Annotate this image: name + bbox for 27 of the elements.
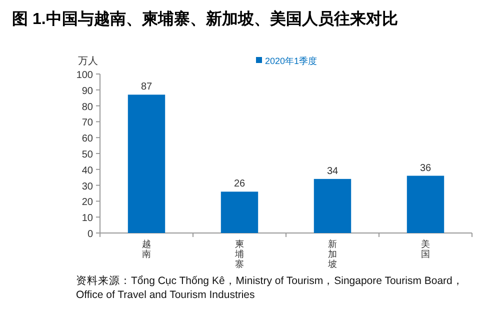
bar: [314, 178, 352, 233]
y-tick-label: 10: [82, 213, 94, 224]
y-tick-label: 100: [76, 70, 94, 81]
y-tick-label: 80: [82, 102, 94, 113]
y-tick-label: 90: [82, 86, 94, 97]
y-tick-label: 60: [82, 134, 94, 145]
bar: [128, 94, 166, 233]
y-tick-label: 70: [82, 118, 94, 129]
y-tick-label: 50: [82, 150, 94, 160]
y-tick-label: 20: [82, 197, 94, 208]
x-tick-label: 美国: [421, 239, 430, 259]
x-tick-label: 越南: [142, 239, 151, 259]
chart-title: 图 1.中国与越南、柬埔寨、新加坡、美国人员往来对比: [12, 9, 398, 28]
x-tick-label: 柬埔寨: [234, 239, 244, 269]
text: 资料来源：Tổng Cục Thống Kê，Ministry of Tourism，Singapore Tourism Board，Office of Travel and Tourism Industries: [76, 274, 464, 302]
data-label: 34: [326, 166, 338, 177]
y-tick-label: 0: [87, 229, 94, 240]
y-tick-label: 30: [82, 181, 94, 192]
data-label: 36: [420, 162, 432, 174]
y-tick-label: 40: [82, 165, 94, 176]
y-axis-title: 万人: [78, 56, 98, 67]
data-label: 87: [140, 82, 152, 93]
legend-label: 2020年1季度: [265, 56, 318, 66]
data-label: 26: [234, 178, 246, 190]
x-tick-label: 新加坡: [327, 239, 337, 269]
bar: [406, 176, 444, 233]
bar: [220, 192, 258, 233]
